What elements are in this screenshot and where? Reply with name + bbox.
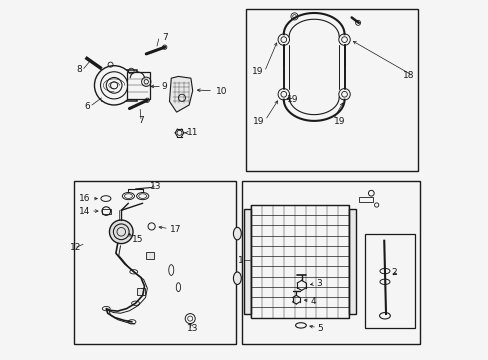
Text: 18: 18 xyxy=(402,71,413,80)
Text: 19: 19 xyxy=(287,95,298,104)
Bar xyxy=(358,197,372,202)
Bar xyxy=(244,208,250,314)
Text: 15: 15 xyxy=(132,235,143,244)
Bar xyxy=(126,72,149,99)
Polygon shape xyxy=(169,76,192,112)
Text: 13: 13 xyxy=(150,182,162,191)
Text: 10: 10 xyxy=(216,87,227,96)
Circle shape xyxy=(94,66,134,105)
Text: 16: 16 xyxy=(79,194,91,203)
Text: 7: 7 xyxy=(162,33,168,42)
Text: 9: 9 xyxy=(162,82,167,91)
Text: 19: 19 xyxy=(252,117,264,126)
Text: 13: 13 xyxy=(186,324,198,333)
Text: 19: 19 xyxy=(333,117,345,126)
Circle shape xyxy=(109,220,133,244)
Text: 8: 8 xyxy=(77,65,82,74)
Text: 1: 1 xyxy=(238,256,244,265)
Text: 3: 3 xyxy=(315,279,321,288)
Text: 17: 17 xyxy=(169,225,181,234)
Text: 14: 14 xyxy=(79,207,90,216)
Text: 12: 12 xyxy=(69,243,81,252)
Bar xyxy=(365,234,414,328)
Bar xyxy=(348,208,355,314)
Bar xyxy=(145,252,154,259)
Text: 11: 11 xyxy=(187,129,199,138)
Bar xyxy=(74,181,236,343)
Text: 6: 6 xyxy=(84,102,90,111)
Bar xyxy=(102,70,137,102)
Text: 5: 5 xyxy=(317,324,323,333)
Bar xyxy=(246,9,418,171)
Bar xyxy=(250,205,348,318)
Text: 4: 4 xyxy=(310,297,316,306)
Ellipse shape xyxy=(233,272,241,284)
Bar xyxy=(136,288,145,295)
Text: 7: 7 xyxy=(138,116,143,125)
Ellipse shape xyxy=(233,227,241,240)
Bar xyxy=(102,208,110,213)
Bar xyxy=(242,181,419,343)
Text: 2: 2 xyxy=(390,268,396,277)
Text: 19: 19 xyxy=(252,67,263,76)
